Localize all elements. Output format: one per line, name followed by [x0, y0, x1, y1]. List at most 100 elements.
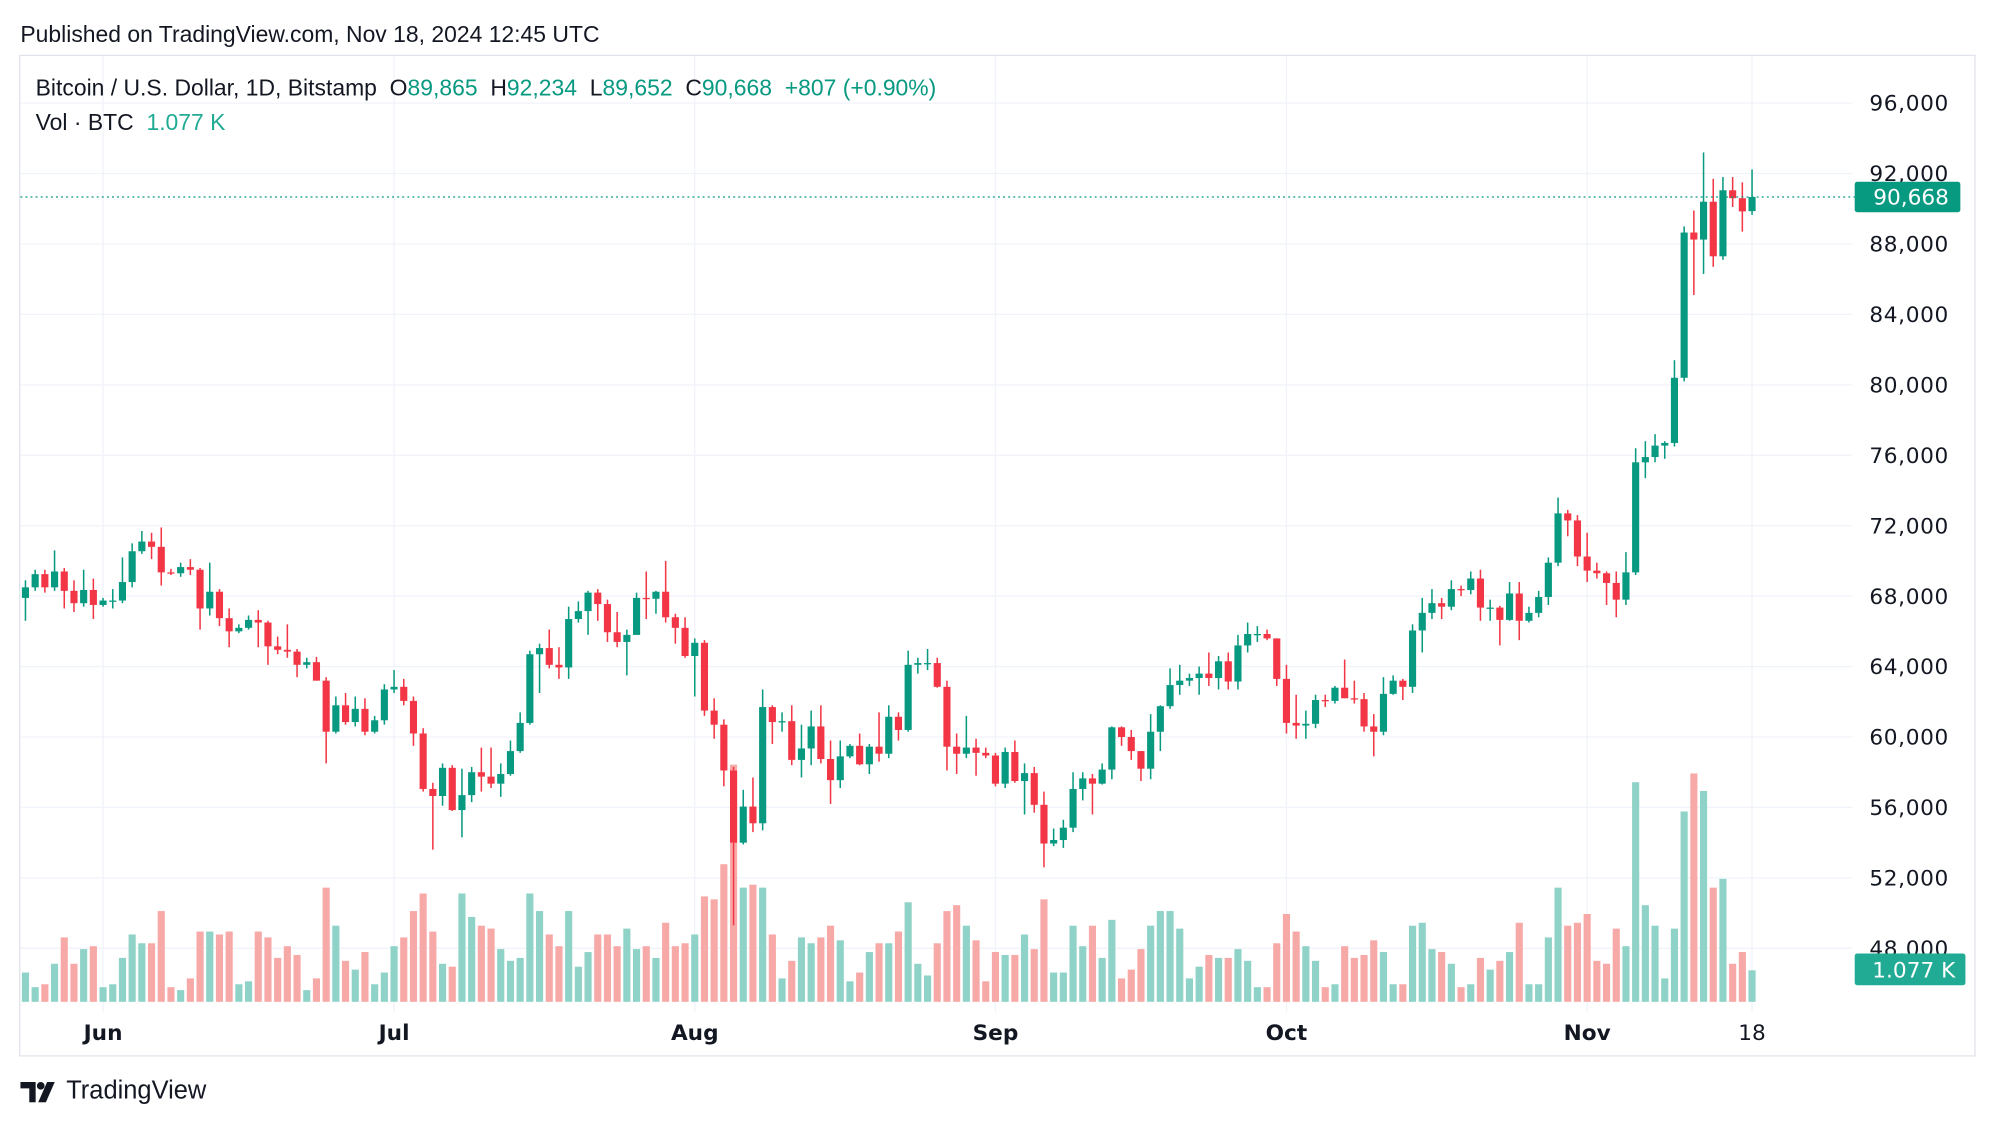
volume-bar: [1467, 984, 1475, 1002]
candle-body: [31, 574, 39, 588]
tradingview-logo-icon: [20, 1081, 55, 1102]
candle-body: [167, 572, 175, 574]
candle-body: [1360, 699, 1368, 727]
volume-bar: [1738, 952, 1746, 1002]
candle-body: [1389, 680, 1397, 694]
candle-body: [147, 541, 156, 547]
volume-bar: [1680, 811, 1688, 1002]
volume-bar: [312, 978, 321, 1002]
volume-bar: [225, 931, 233, 1002]
candle-body: [826, 759, 835, 781]
volume-bar: [1244, 960, 1252, 1002]
candle-body: [613, 632, 621, 642]
candle-body: [138, 541, 146, 552]
candle-body: [99, 600, 107, 605]
price-axis-label: 96,000: [1869, 92, 1949, 117]
volume-bar: [1311, 960, 1320, 1002]
volume-bar: [1515, 922, 1523, 1002]
candle-body: [1632, 462, 1640, 573]
volume-bar: [1214, 957, 1223, 1002]
candle-body: [1059, 827, 1067, 841]
symbol-title: Bitcoin / U.S. Dollar, 1D, Bitstamp: [35, 75, 377, 101]
candle-body: [1341, 687, 1349, 699]
candle-body: [923, 663, 932, 665]
price-axis-label: 88,000: [1869, 233, 1949, 258]
candle-body: [749, 806, 757, 824]
candle-body: [1088, 778, 1097, 784]
candle-body: [506, 751, 515, 774]
price-axis-label: 56,000: [1869, 796, 1949, 821]
candle-body: [1418, 612, 1426, 631]
volume-bar: [322, 887, 330, 1002]
candle-body: [468, 772, 476, 796]
volume-bar: [826, 925, 835, 1002]
volume-legend: Vol · BTC 1.077 K: [36, 109, 226, 136]
volume-bar: [31, 987, 39, 1002]
candle-body: [448, 767, 456, 811]
candle-body: [914, 663, 922, 665]
volume-bar: [303, 990, 311, 1002]
candle-body: [962, 747, 970, 754]
tradingview-brand[interactable]: TradingView: [20, 1077, 206, 1106]
candle-body: [603, 604, 612, 633]
volume-bar: [739, 887, 747, 1002]
volume-bar: [1709, 887, 1717, 1002]
volume-bar: [1544, 937, 1552, 1002]
candle-body: [1583, 556, 1591, 571]
volume-bar: [1447, 963, 1455, 1002]
volume-bar: [914, 963, 922, 1002]
candle-body: [1399, 680, 1407, 687]
candle-body: [875, 746, 883, 754]
volume-bar: [759, 887, 767, 1002]
candle-body: [429, 788, 437, 796]
volume-bar: [788, 960, 796, 1002]
volume-bar: [1040, 899, 1048, 1002]
candle-body: [458, 795, 466, 811]
candle-body: [254, 619, 262, 623]
candle-body: [206, 591, 214, 609]
candle-body: [904, 664, 912, 730]
volume-bar: [21, 972, 30, 1002]
volume-bar: [962, 925, 970, 1002]
volume-bar: [1331, 984, 1339, 1002]
candle-body: [1709, 201, 1717, 257]
candle-body: [856, 745, 864, 765]
candle-body: [361, 708, 369, 732]
candle-body: [972, 747, 980, 753]
candle-body: [1447, 589, 1455, 607]
volume-bar: [1059, 972, 1067, 1002]
volume-bar: [807, 943, 815, 1002]
candle-body: [1525, 612, 1533, 621]
candle-body: [177, 567, 185, 574]
volume-bar: [99, 987, 107, 1002]
candle-body: [244, 619, 253, 628]
candle-body: [953, 746, 961, 754]
volume-bar: [652, 957, 660, 1002]
candle-body: [1137, 751, 1145, 769]
candle-body: [341, 705, 350, 723]
candle-body: [371, 720, 379, 732]
volume-bar: [468, 916, 476, 1002]
volume-bar: [235, 984, 243, 1002]
volume-bar: [477, 925, 485, 1002]
candle-body: [1224, 661, 1232, 682]
candle-body: [836, 756, 844, 781]
volume-bar: [157, 911, 165, 1002]
candle-body: [759, 707, 767, 824]
symbol-legend: Bitcoin / U.S. Dollar, 1D, Bitstamp O89,…: [36, 75, 937, 102]
candle-body: [80, 589, 88, 604]
candle-body: [1515, 593, 1523, 621]
high-label: H: [490, 75, 507, 101]
candle-body: [274, 646, 282, 650]
candle-body: [652, 591, 660, 599]
volume-bar: [390, 946, 398, 1002]
candle-body: [720, 724, 728, 771]
candle-body: [1030, 773, 1038, 805]
volume-bar: [1321, 987, 1329, 1002]
volume-bar: [167, 987, 175, 1002]
volume-bar: [671, 946, 679, 1002]
volume-bar: [1030, 949, 1038, 1002]
time-axis-label: 18: [1738, 1021, 1766, 1046]
